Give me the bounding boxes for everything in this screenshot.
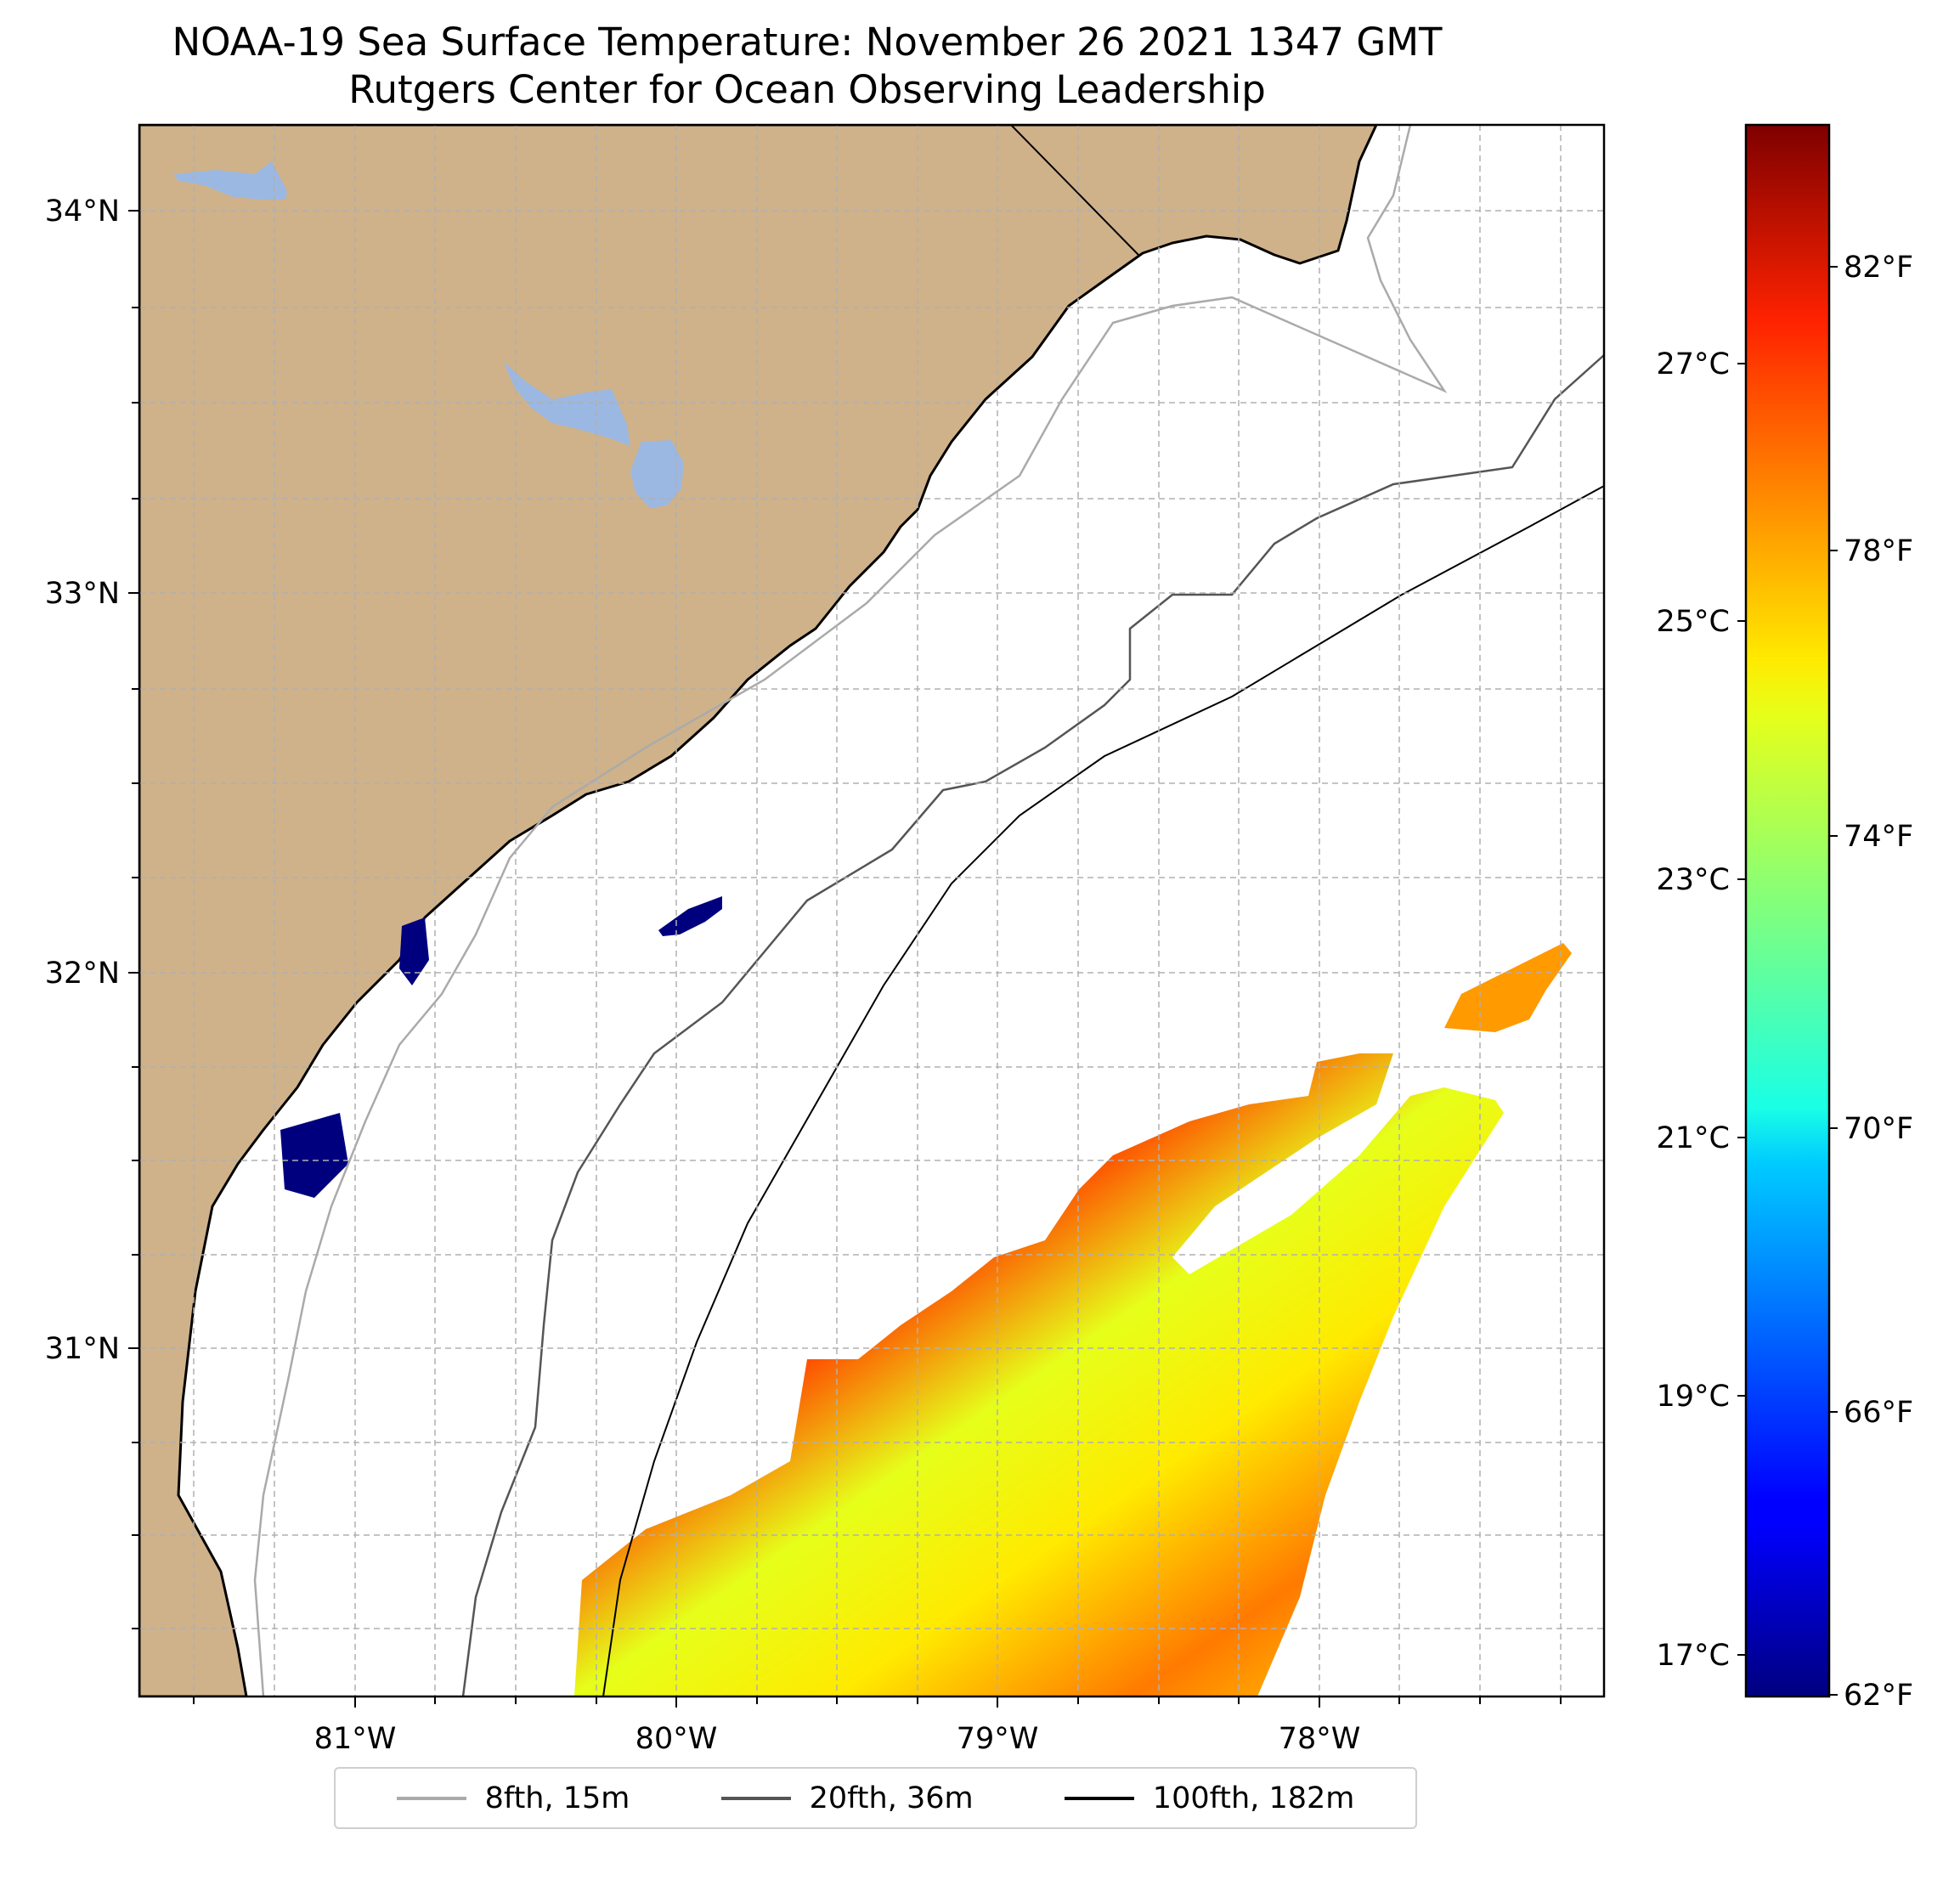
sst-cold-patch-3 — [280, 1113, 348, 1198]
colorbar-f-label-82: 82°F — [1844, 251, 1913, 285]
legend-item-8fth: 8fth, 15m — [396, 1781, 630, 1815]
isobath-8fth — [253, 125, 1448, 1697]
legend-label-8fth: 8fth, 15m — [484, 1781, 630, 1815]
colorbar-c-label-27: 27°C — [1657, 347, 1730, 381]
gridlines — [139, 125, 1604, 1697]
legend-swatch-8fth — [396, 1796, 466, 1800]
tick-marks — [128, 210, 1562, 1708]
colorbar-f-label-78: 78°F — [1844, 534, 1913, 568]
title-line-1: NOAA-19 Sea Surface Temperature: Novembe… — [172, 20, 1443, 65]
lon-tick-label-80w: 80°W — [635, 1722, 718, 1756]
lat-tick-label-31n: 31°N — [45, 1332, 120, 1366]
legend-item-100fth: 100fth, 182m — [1064, 1781, 1355, 1815]
map-frame — [138, 123, 1606, 1698]
colorbar-c-label-25: 25°C — [1657, 605, 1730, 639]
lat-tick-label-33n: 33°N — [45, 577, 120, 611]
lake-moultrie — [630, 440, 684, 508]
state-border-line — [1010, 125, 1139, 256]
map-title: NOAA-19 Sea Surface Temperature: Novembe… — [0, 19, 1614, 114]
lat-tick-label-32n: 32°N — [45, 957, 120, 991]
map-axes: 81°W 80°W 79°W 78°W 31°N 32°N 33°N 34°N — [45, 123, 1606, 1756]
lon-tick-label-78w: 78°W — [1279, 1722, 1361, 1756]
lat-tick-label-34n: 34°N — [45, 195, 120, 229]
legend-item-20fth: 20fth, 36m — [720, 1781, 974, 1815]
sst-north-patch — [1444, 943, 1572, 1032]
isobath-legend: 8fth, 15m 20fth, 36m 100fth, 182m — [334, 1767, 1417, 1829]
colorbar-gradient — [1744, 123, 1831, 1698]
colorbar-f-label-66: 66°F — [1844, 1396, 1913, 1430]
isobath-100fth — [602, 485, 1604, 1697]
colorbar-f-label-62: 62°F — [1844, 1679, 1913, 1713]
colorbar-c-label-21: 21°C — [1657, 1121, 1730, 1155]
legend-swatch-20fth — [720, 1796, 791, 1800]
legend-swatch-100fth — [1064, 1796, 1134, 1800]
lake-marion — [504, 362, 630, 446]
colorbar: 62°F 66°F 70°F 74°F 78°F 82°F 17°C 19°C … — [1657, 123, 1913, 1713]
land-mass — [139, 125, 1378, 1697]
title-line-2: Rutgers Center for Ocean Observing Leade… — [348, 67, 1266, 112]
legend-label-20fth: 20fth, 36m — [809, 1781, 974, 1815]
colorbar-c-label-19: 19°C — [1657, 1380, 1730, 1414]
river-lake-1 — [174, 161, 287, 200]
lon-tick-label-79w: 79°W — [957, 1722, 1039, 1756]
sst-cold-patch-2 — [399, 917, 429, 985]
colorbar-c-label-17: 17°C — [1657, 1639, 1730, 1673]
sst-cold-patch-1 — [658, 896, 722, 936]
isobath-20fth — [461, 354, 1604, 1697]
colorbar-f-label-70: 70°F — [1844, 1112, 1913, 1146]
legend-label-100fth: 100fth, 182m — [1152, 1781, 1355, 1815]
lon-tick-label-81w: 81°W — [314, 1722, 397, 1756]
colorbar-c-label-23: 23°C — [1657, 863, 1730, 897]
colorbar-f-label-74: 74°F — [1844, 820, 1913, 854]
colorbar-ticks — [1737, 266, 1838, 1696]
